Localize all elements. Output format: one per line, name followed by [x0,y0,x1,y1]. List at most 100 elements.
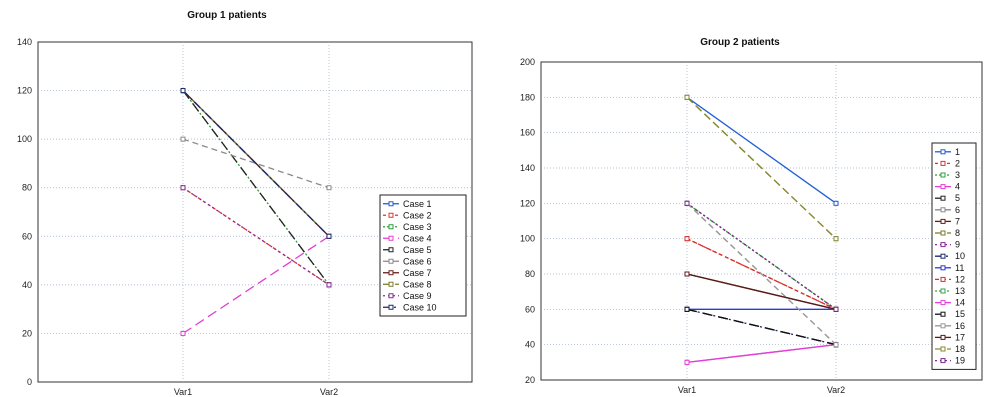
y-tick-label: 0 [27,377,32,387]
legend-label: 4 [955,182,960,192]
y-tick-label: 20 [22,328,32,338]
chart-group-1: Group 1 patients 0 20 40 60 80 100 120 140 Var1… [17,10,473,397]
series-point [833,236,839,242]
series-line-case-5 [182,90,330,286]
series-line-1 [686,96,837,204]
y-tick-label: 80 [525,269,535,279]
legend-label: 2 [955,158,960,168]
y-ticks-2: 20 40 60 80 100 120 140 160 180 200 [520,57,535,385]
legend-marker [388,224,394,230]
series-point [684,359,690,365]
legend-label: Case 7 [403,268,432,278]
series-line-3 [686,202,837,310]
legend-label: 6 [955,205,960,215]
series-group-1 [180,88,332,336]
x-ticks-2: Var1 Var2 [678,385,845,395]
legend-label: 8 [955,228,960,238]
legend-marker [388,293,394,299]
series-point [326,185,332,191]
legend-label: Case 5 [403,245,432,255]
legend-marker [940,288,946,294]
series-line-16 [686,202,837,346]
legend-marker [388,270,394,276]
x-tick-label: Var2 [320,387,338,397]
legend-label: 14 [955,298,965,308]
legend-label: 7 [955,216,960,226]
series-line-17 [686,273,837,310]
legend-label: 16 [955,321,965,331]
legend-label: 18 [955,344,965,354]
legend-marker [940,160,946,166]
series-point [833,306,839,312]
series-line-15 [686,308,837,346]
legend-marker [940,276,946,282]
series-line-10 [686,308,837,346]
legend-label: Case 6 [403,256,432,266]
series-point [180,185,186,191]
series-point [180,88,186,94]
x-ticks-1: Var1 Var2 [174,387,338,397]
y-tick-label: 200 [520,57,535,67]
legend-marker [388,201,394,207]
legend-label: 9 [955,240,960,250]
y-tick-label: 180 [520,92,535,102]
legend-marker [940,230,946,236]
legend-marker [940,184,946,190]
y-tick-label: 20 [525,375,535,385]
legend-marker [388,258,394,264]
series-point [180,330,186,336]
legend-marker [940,195,946,201]
series-line-case-9 [182,187,330,286]
legend-marker [940,265,946,271]
legend-label: 11 [955,263,964,273]
legend-marker [940,346,946,352]
y-tick-label: 140 [17,37,32,47]
chart-title-1: Group 1 patients [187,10,267,21]
legend-marker [940,311,946,317]
legend-label: Case 8 [403,279,432,289]
legend-label: Case 4 [403,233,432,243]
x-tick-label: Var1 [174,387,192,397]
legend-label: Case 10 [403,302,437,312]
x-tick-label: Var2 [827,385,845,395]
legend-label: 19 [955,356,965,366]
series-point [684,306,690,312]
series-line-14 [686,344,837,363]
series-line-case-6 [182,138,330,189]
y-tick-label: 120 [17,86,32,96]
legend-label: Case 9 [403,291,432,301]
series-point [684,200,690,206]
series-point [684,271,690,277]
series-point [833,200,839,206]
legend-marker [940,323,946,329]
legend-marker [940,218,946,224]
series-point [684,236,690,242]
y-tick-label: 60 [22,231,32,241]
legend-marker [940,253,946,259]
legend-label: 13 [955,286,965,296]
series-line-19 [686,202,837,310]
legend-marker [940,172,946,178]
legend-marker [388,247,394,253]
legend-label: 15 [955,309,965,319]
legend-marker [388,281,394,287]
legend-marker [388,235,394,241]
legend-label: 1 [955,147,960,157]
y-tick-label: 40 [525,340,535,350]
x-tick-label: Var1 [678,385,696,395]
series-point [684,94,690,100]
y-tick-label: 100 [17,134,32,144]
y-tick-label: 160 [520,128,535,138]
chart-title-2: Group 2 patients [700,37,780,48]
y-tick-label: 80 [22,183,32,193]
series-point [180,136,186,142]
legend-marker [940,207,946,213]
legend-marker [388,212,394,218]
grid-2 [541,62,982,380]
legend-marker [940,149,946,155]
series-line-18 [686,96,837,240]
plot-area-2 [540,61,983,381]
